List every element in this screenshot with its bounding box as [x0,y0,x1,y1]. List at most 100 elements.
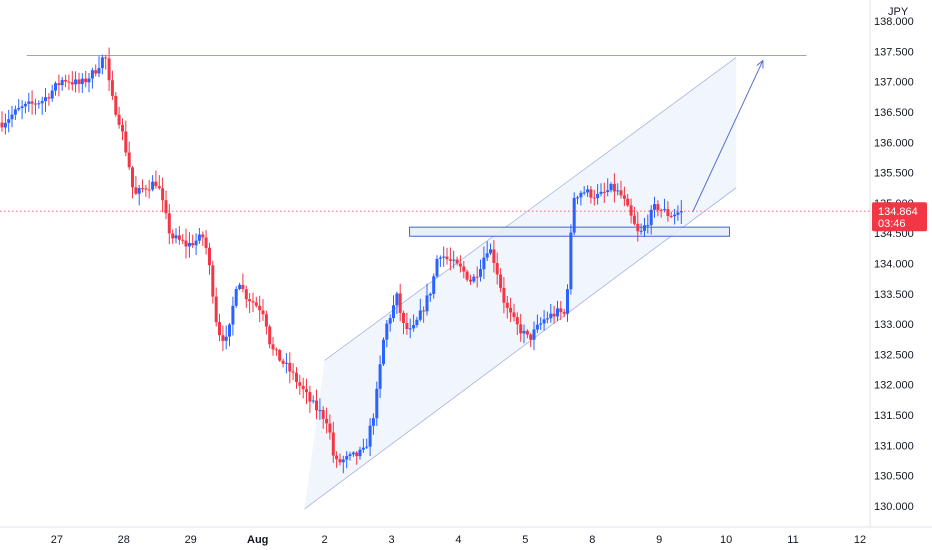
price-tick-label: 130.500 [874,471,914,483]
candle-body [231,305,235,325]
candle-body [385,323,389,340]
candle-body [616,190,620,192]
time-axis[interactable]: 27 28 29 Aug 2 3 4 5 8 9 10 11 12 [0,526,932,550]
candle-body [301,385,305,390]
candle-body [37,103,41,105]
projection-arrow-shaft [692,60,764,213]
candle-body [639,230,643,232]
price-tick-label: 136.000 [874,137,914,149]
price-tick-label: 138.000 [874,16,914,28]
candle-body [569,232,573,290]
candle-body [422,310,426,312]
candle-body [291,371,295,373]
candle-body [13,109,17,115]
candle-body [489,249,492,254]
candle-body [572,197,576,233]
candle-body [224,336,228,341]
candle-body [211,265,215,297]
candle-body [54,83,57,91]
candle-body [288,362,292,372]
candle-body [338,459,342,463]
candle-body [442,256,446,258]
candle-body [455,259,459,264]
last-price-tag-background [872,202,927,232]
candle-body [479,269,482,277]
candle-body [241,284,245,290]
candle-body [114,95,118,115]
candle-body [80,78,84,84]
candle-body [147,189,151,191]
candle-body [244,289,248,300]
candle-body [0,122,4,128]
candle-body [392,305,395,319]
candle-body [412,325,416,329]
candle-body [666,209,670,216]
candle-body [556,308,559,317]
candle-body [281,360,285,364]
candle-body [311,400,315,402]
candle-body [298,382,302,386]
candle-body [398,293,402,313]
candle-body [318,410,322,412]
candle-body [187,243,191,247]
time-tick-label: 9 [656,534,662,546]
candle-body [345,456,349,460]
candle-body [141,188,144,190]
candle-body [435,258,439,277]
candle-body [197,234,201,241]
time-tick-label: Aug [247,534,268,546]
price-axis[interactable]: JPY 130.000 130.500 131.000 131.500 132.000 13… [869,0,932,550]
candle-body [522,330,526,334]
candle-body [214,296,218,323]
time-tick-label: 11 [787,534,798,546]
candle-body [355,452,359,457]
candle-body [278,350,282,361]
candle-body [368,425,372,447]
candle-body [636,223,640,232]
candle-body [492,249,496,263]
candle-body [201,234,205,238]
price-tick-label: 136.500 [874,107,914,119]
candle-body [653,204,656,210]
candle-body [512,312,516,318]
candle-body [408,328,412,330]
projection-arrow[interactable] [692,59,764,213]
price-tick-label: 135.500 [874,168,914,180]
candle-body [44,97,47,102]
candle-body [505,302,509,308]
candle-body [579,192,583,198]
candle-body [144,188,148,190]
candle-body [10,114,14,120]
candle-body [321,410,325,419]
candle-body [612,183,616,192]
candle-body [499,274,503,288]
time-tick-label: 3 [388,534,394,546]
candle-body [228,324,231,337]
candle-body [305,389,308,393]
candle-body [388,318,392,324]
candle-body [482,257,486,270]
candle-body [649,209,653,226]
candle-body [17,108,21,110]
candle-body [539,323,543,325]
candle-body [137,188,141,194]
candle-body [23,103,27,107]
candle-body [535,324,539,330]
candle-body [87,78,91,83]
candle-body [425,295,429,312]
candle-body [90,70,94,79]
candle-body [157,186,161,189]
candle-body [609,183,613,191]
candle-body [582,192,586,194]
candle-body [315,400,318,411]
candle-body [295,372,298,383]
candle-body [254,302,258,306]
candle-body [110,80,114,96]
candle-body [84,78,88,83]
candle-body [525,330,529,335]
candle-body [341,459,345,463]
candle-body [515,317,519,325]
candle-body [475,276,479,278]
